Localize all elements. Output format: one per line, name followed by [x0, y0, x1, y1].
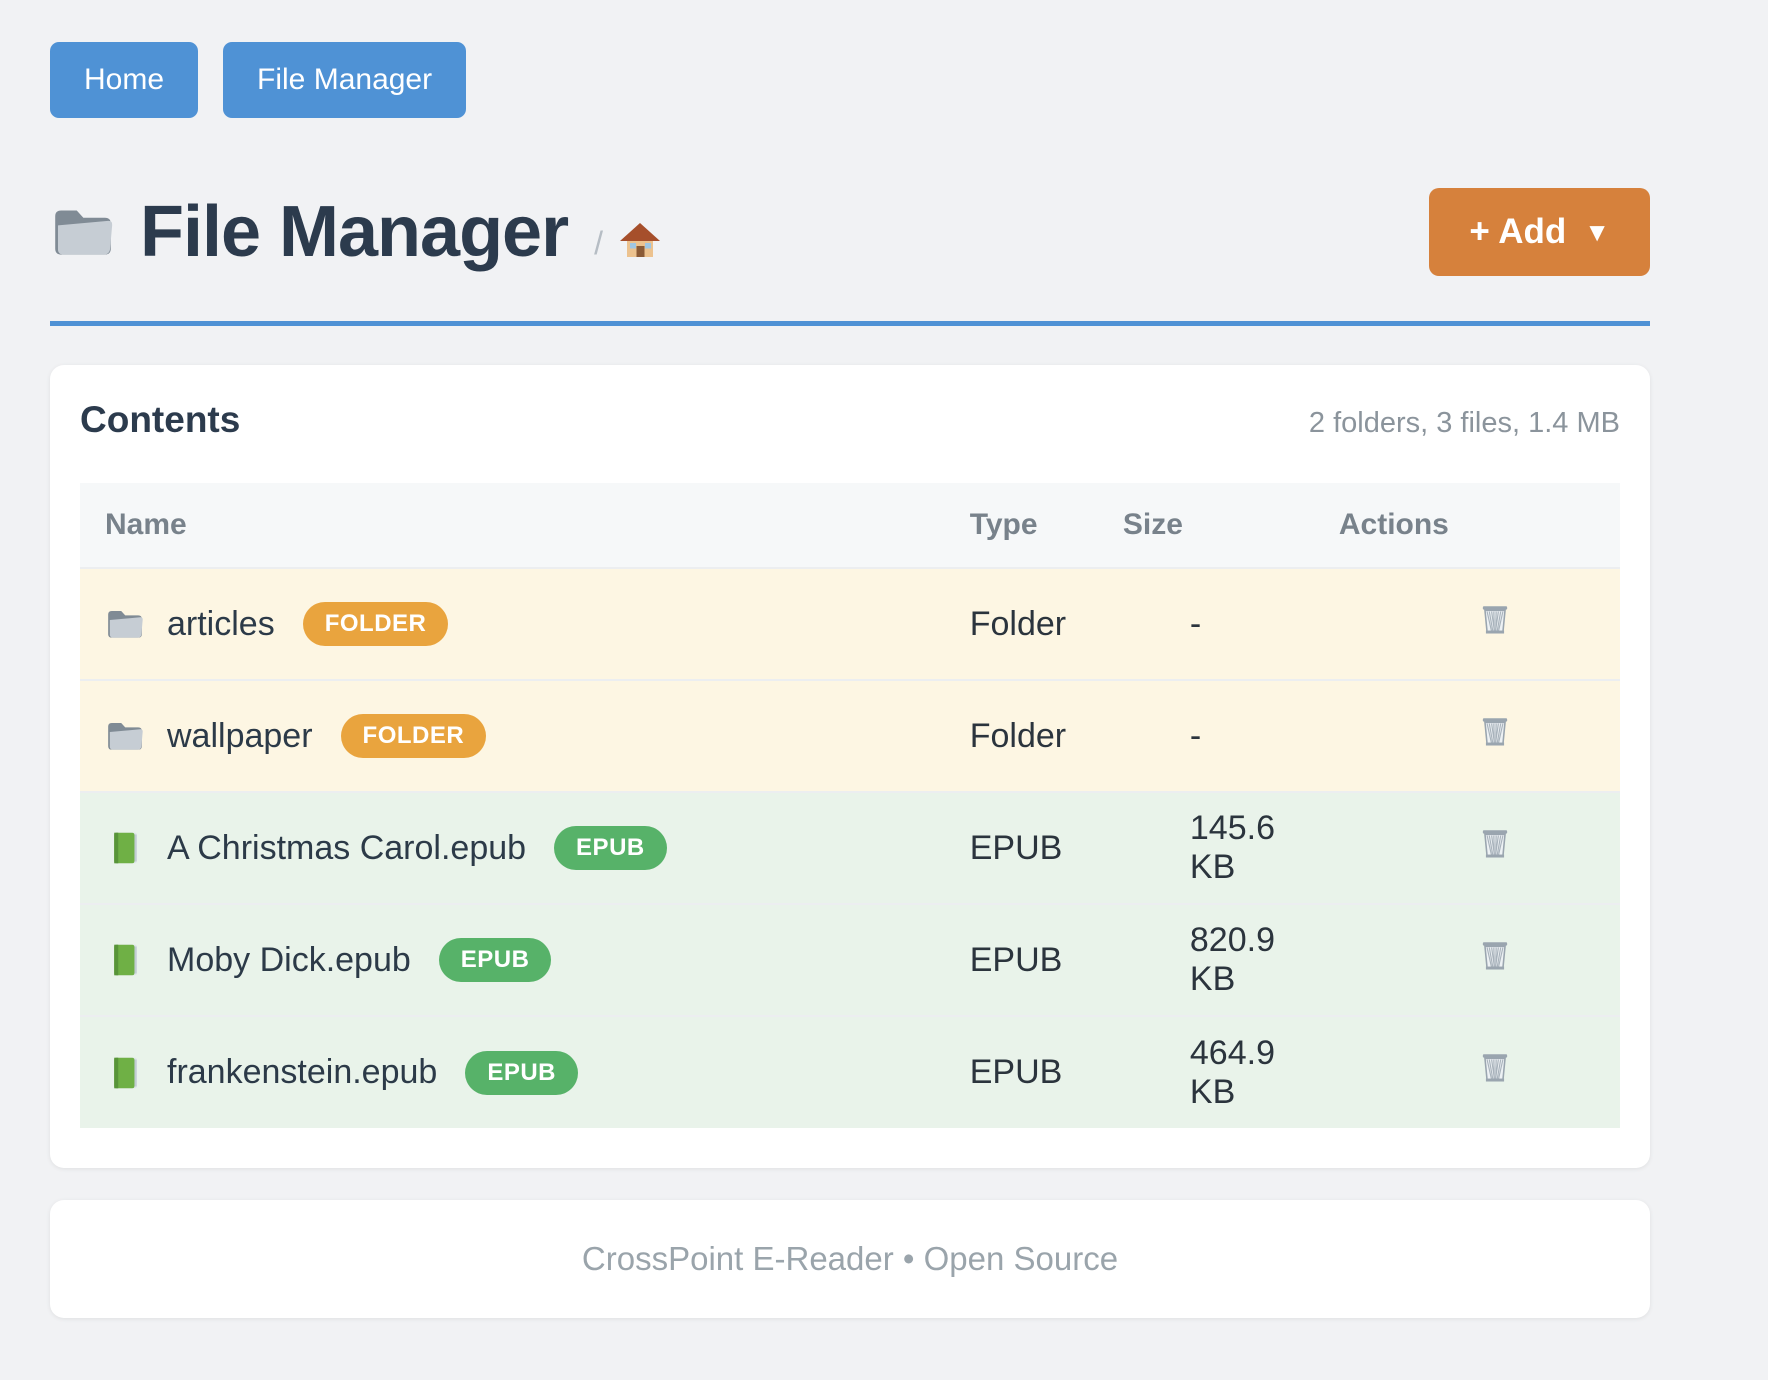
table-header-row: Name Type Size Actions	[80, 483, 1620, 568]
type-cell: Folder	[969, 716, 1067, 755]
type-badge: FOLDER	[302, 602, 449, 646]
delete-button[interactable]	[1476, 825, 1514, 866]
contents-table-body: articles FOLDER Folder - wallpaper	[80, 568, 1620, 1128]
delete-button[interactable]	[1476, 1049, 1514, 1090]
trash-icon	[1476, 937, 1514, 978]
folder-icon	[105, 718, 145, 754]
contents-summary: 2 folders, 3 files, 1.4 MB	[1308, 407, 1620, 439]
folder-icon	[50, 204, 116, 260]
size-cell: 820.9 KB	[1189, 921, 1275, 998]
column-header-size: Size	[1114, 483, 1326, 568]
file-name: Moby Dick.epub	[167, 940, 411, 979]
table-row[interactable]: frankenstein.epub EPUB EPUB 464.9 KB	[80, 1016, 1620, 1128]
page-header: File Manager / + Add ▼	[50, 188, 1650, 276]
header-divider	[50, 321, 1650, 326]
book-icon	[105, 1055, 145, 1091]
size-cell: -	[1189, 716, 1202, 755]
top-nav: Home File Manager	[50, 42, 1650, 118]
footer-text: CrossPoint E-Reader • Open Source	[581, 1240, 1119, 1277]
file-name: A Christmas Carol.epub	[167, 828, 527, 867]
file-name: articles	[167, 604, 275, 643]
type-badge: EPUB	[554, 826, 667, 870]
book-icon	[105, 830, 145, 866]
table-row[interactable]: Moby Dick.epub EPUB EPUB 820.9 KB	[80, 904, 1620, 1016]
contents-card-header: Contents 2 folders, 3 files, 1.4 MB	[80, 399, 1620, 441]
table-row[interactable]: A Christmas Carol.epub EPUB EPUB 145.6 K…	[80, 792, 1620, 904]
page-title: File Manager	[140, 192, 569, 272]
type-cell: EPUB	[969, 1053, 1063, 1091]
file-name: frankenstein.epub	[167, 1053, 438, 1091]
trash-icon	[1476, 825, 1514, 866]
home-nav-button[interactable]: Home	[50, 42, 199, 118]
breadcrumb: /	[594, 198, 663, 267]
column-header-actions: Actions	[1325, 483, 1620, 568]
type-cell: EPUB	[969, 828, 1063, 867]
table-row[interactable]: articles FOLDER Folder -	[80, 568, 1620, 680]
file-manager-nav-button[interactable]: File Manager	[223, 42, 467, 118]
contents-table: Name Type Size Actions articles FOLDER F…	[80, 483, 1620, 1128]
home-icon[interactable]	[617, 220, 663, 267]
trash-icon	[1476, 713, 1514, 754]
add-button-label: + Add	[1469, 212, 1567, 251]
trash-icon	[1476, 601, 1514, 642]
column-header-name: Name	[80, 483, 955, 568]
column-header-type: Type	[954, 483, 1115, 568]
type-badge: FOLDER	[340, 714, 487, 758]
table-row[interactable]: wallpaper FOLDER Folder -	[80, 680, 1620, 792]
footer: CrossPoint E-Reader • Open Source	[50, 1200, 1650, 1318]
contents-card: Contents 2 folders, 3 files, 1.4 MB Name…	[50, 365, 1650, 1168]
size-cell: 145.6 KB	[1189, 809, 1275, 886]
size-cell: -	[1189, 604, 1202, 643]
delete-button[interactable]	[1476, 937, 1514, 978]
type-badge: EPUB	[438, 938, 552, 982]
add-button[interactable]: + Add ▼	[1429, 188, 1650, 276]
type-cell: EPUB	[969, 940, 1063, 979]
size-cell: 464.9 KB	[1189, 1033, 1275, 1111]
trash-icon	[1476, 1049, 1514, 1090]
book-icon	[105, 942, 145, 978]
file-manager-page: Home File Manager File Manager /	[50, 42, 1650, 1318]
title-group: File Manager /	[50, 191, 663, 273]
breadcrumb-separator: /	[594, 224, 604, 261]
file-name: wallpaper	[167, 716, 313, 755]
caret-down-icon: ▼	[1584, 217, 1610, 247]
type-cell: Folder	[969, 604, 1067, 643]
delete-button[interactable]	[1476, 601, 1514, 642]
folder-icon	[105, 606, 145, 642]
delete-button[interactable]	[1476, 713, 1514, 754]
type-badge: EPUB	[465, 1050, 578, 1095]
contents-heading: Contents	[80, 399, 241, 440]
